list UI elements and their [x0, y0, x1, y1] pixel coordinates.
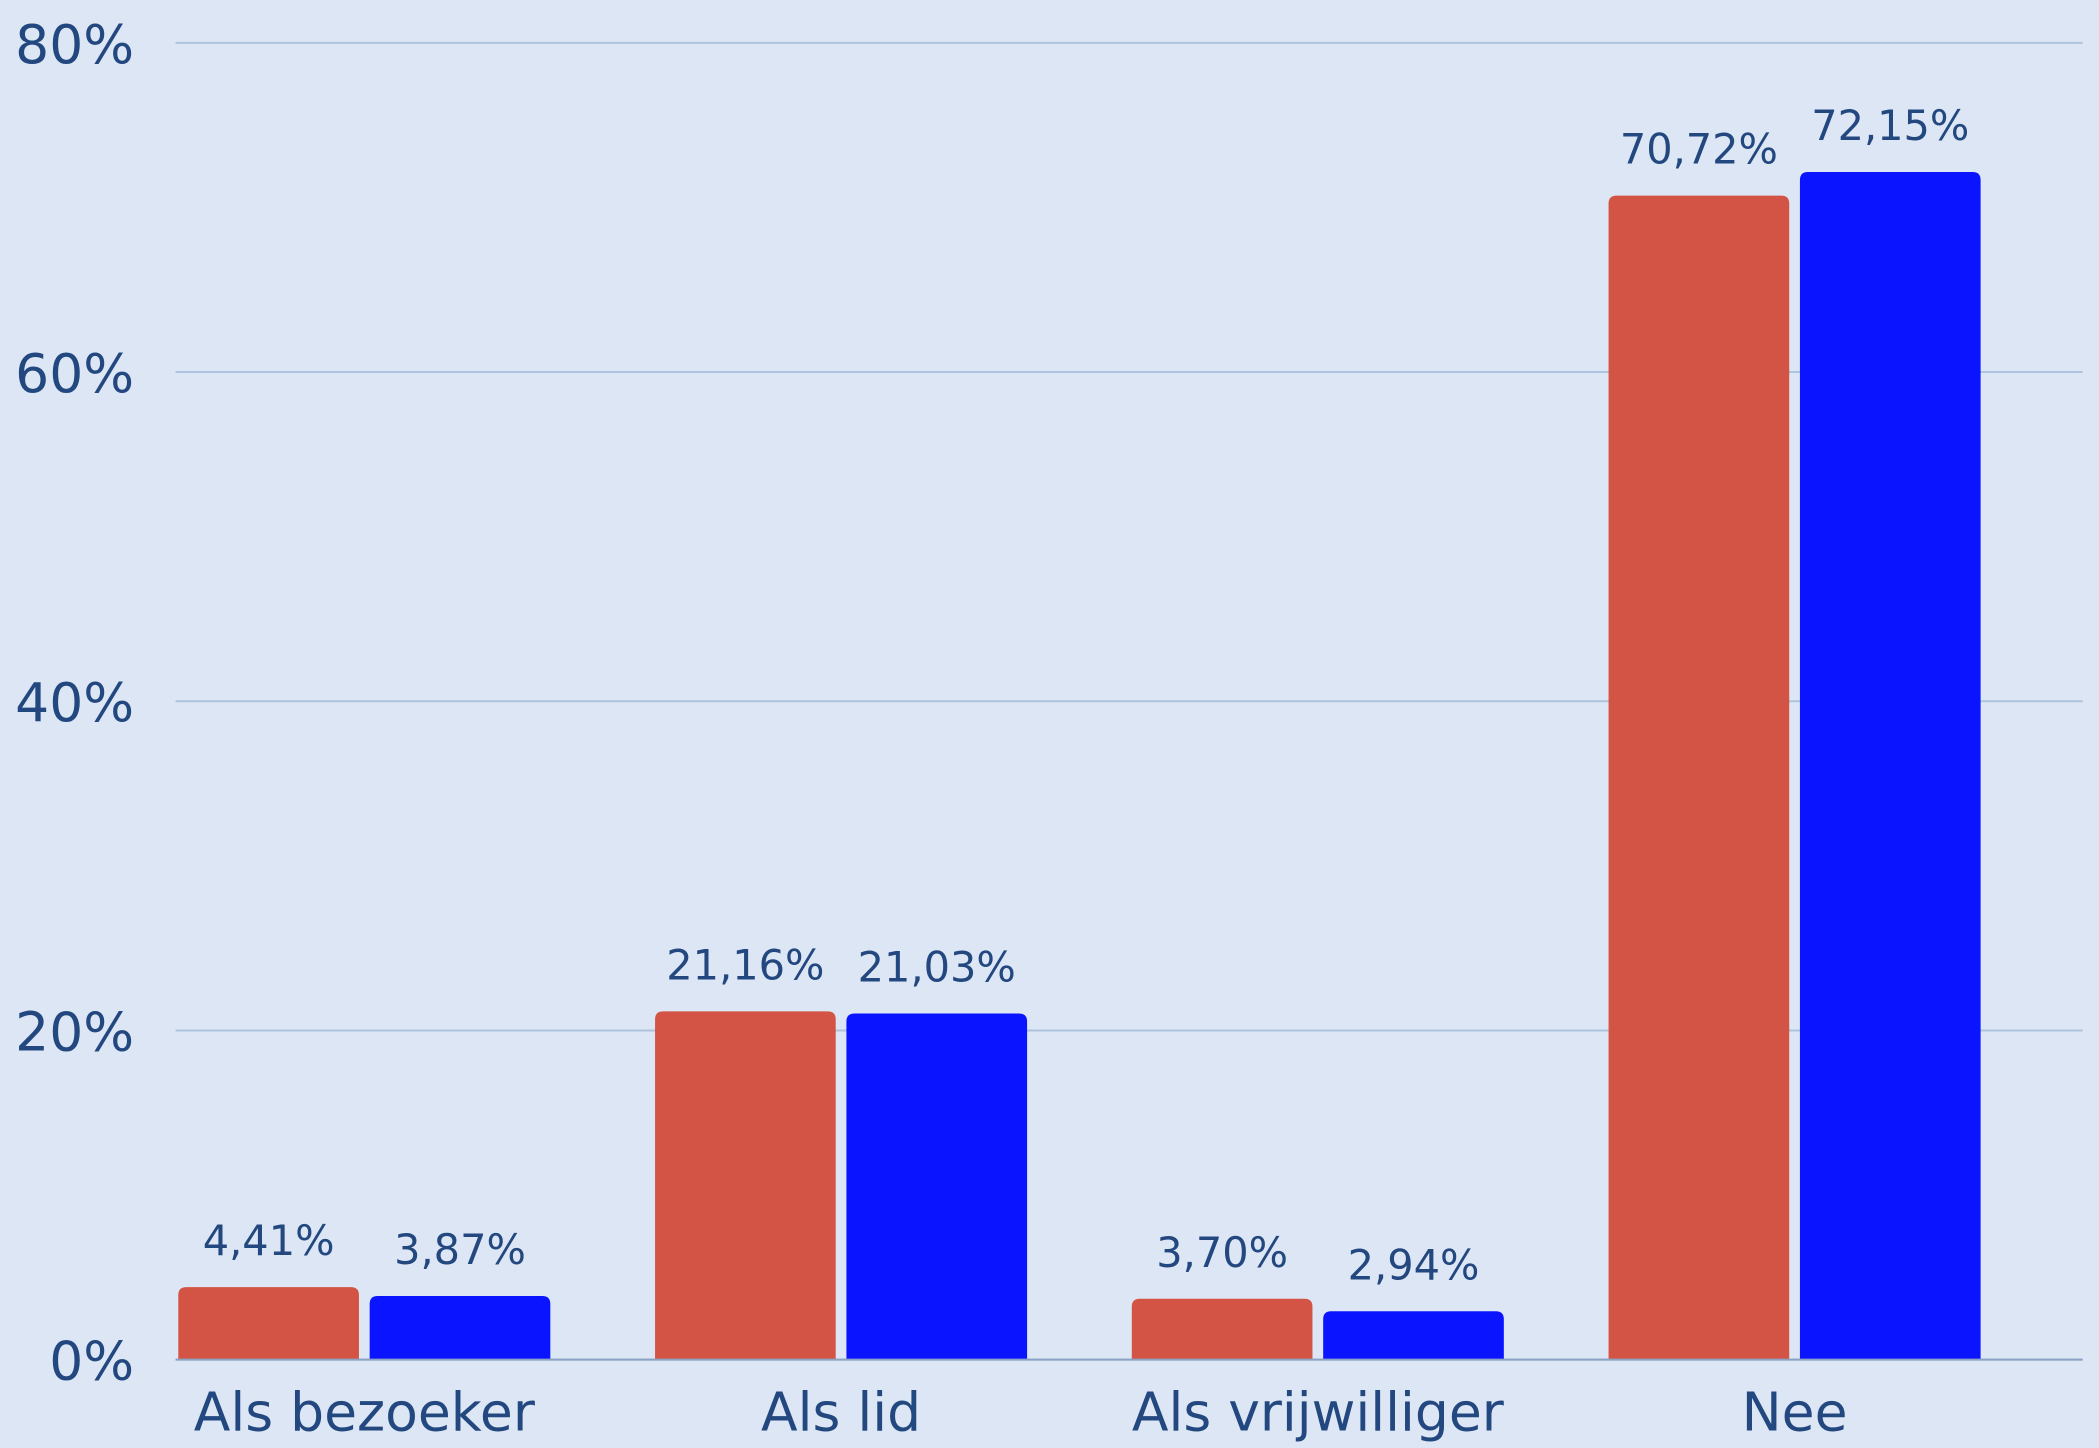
y-tick-label: 80%: [15, 13, 134, 76]
bar: [846, 1013, 1028, 1360]
y-tick-label: 60%: [15, 342, 134, 405]
value-label: 3,70%: [1156, 1228, 1288, 1277]
value-label: 21,16%: [666, 941, 824, 990]
x-tick-label: Nee: [1742, 1381, 1848, 1444]
value-label: 70,72%: [1620, 125, 1778, 174]
bar: [1323, 1311, 1504, 1360]
bar: [1608, 195, 1790, 1360]
y-tick-label: 40%: [15, 671, 134, 734]
bar: [1799, 172, 1981, 1360]
bar: [369, 1295, 551, 1360]
value-label: 72,15%: [1811, 101, 1969, 150]
x-tick-label: Als lid: [761, 1381, 921, 1444]
value-label: 4,41%: [203, 1216, 335, 1265]
bar: [1131, 1298, 1313, 1360]
x-tick-label: Als bezoeker: [194, 1381, 535, 1444]
value-label: 21,03%: [858, 943, 1016, 992]
bar: [178, 1287, 359, 1360]
y-tick-label: 20%: [15, 1000, 134, 1063]
bar: [655, 1011, 836, 1360]
value-label: 2,94%: [1348, 1240, 1480, 1289]
x-tick-label: Als vrijwilliger: [1132, 1381, 1504, 1444]
y-tick-label: 0%: [49, 1330, 134, 1393]
value-label: 3,87%: [394, 1225, 526, 1274]
